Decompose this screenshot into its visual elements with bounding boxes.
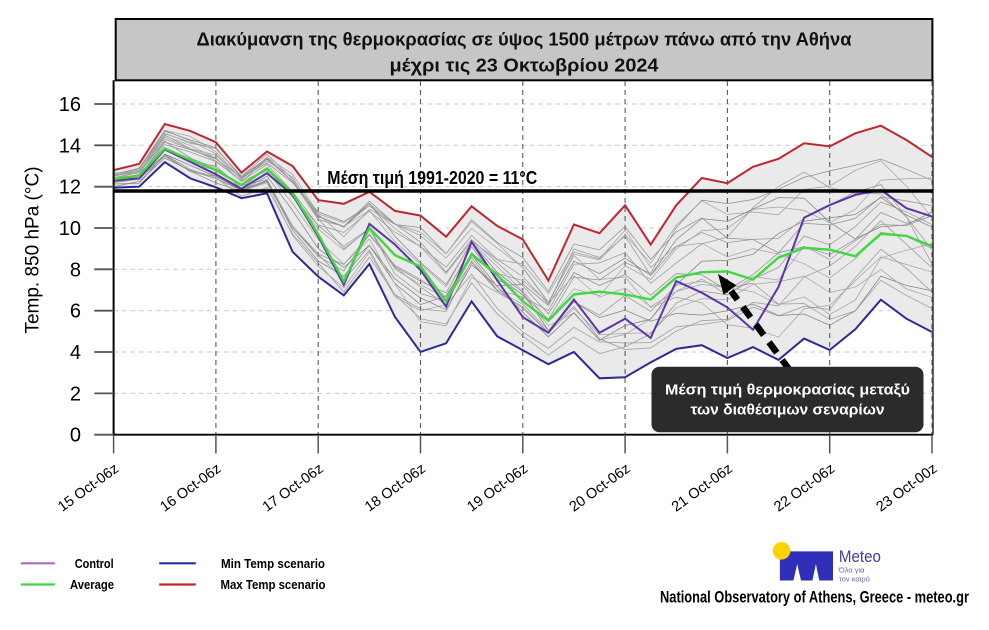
svg-text:2: 2 (70, 383, 81, 405)
svg-text:12: 12 (59, 177, 81, 199)
svg-text:Min Temp scenario: Min Temp scenario (221, 557, 325, 571)
svg-text:National Observatory of Athens: National Observatory of Athens, Greece -… (660, 589, 969, 607)
svg-text:6: 6 (70, 301, 81, 323)
svg-text:10: 10 (59, 218, 81, 240)
svg-text:Μέση τιμή 1991-2020 = 11°C: Μέση τιμή 1991-2020 = 11°C (327, 168, 537, 188)
svg-text:4: 4 (70, 342, 81, 364)
svg-text:Μέση τιμή θερμοκρασίας μεταξύ: Μέση τιμή θερμοκρασίας μεταξύ (665, 383, 910, 399)
svg-text:των διαθέσιμων σεναρίων: των διαθέσιμων σεναρίων (691, 403, 885, 419)
svg-text:14: 14 (59, 135, 81, 157)
svg-text:Average: Average (70, 578, 114, 592)
svg-text:Όλα για: Όλα για (838, 566, 865, 575)
svg-text:τον καιρό: τον καιρό (839, 575, 870, 584)
svg-text:16: 16 (59, 94, 81, 116)
svg-text:Διακύμανση της θερμοκρασίας σε: Διακύμανση της θερμοκρασίας σε ύψος 1500… (197, 29, 853, 50)
svg-text:Max Temp scenario: Max Temp scenario (221, 578, 326, 592)
svg-text:8: 8 (70, 259, 81, 281)
svg-text:μέχρι τις 23 Οκτωβρίου 2024: μέχρι τις 23 Οκτωβρίου 2024 (390, 55, 660, 76)
svg-text:Control: Control (75, 557, 114, 571)
svg-text:Meteo: Meteo (839, 548, 881, 566)
svg-text:Temp. 850 hPa (°C): Temp. 850 hPa (°C) (23, 166, 44, 333)
svg-text:0: 0 (70, 425, 81, 447)
